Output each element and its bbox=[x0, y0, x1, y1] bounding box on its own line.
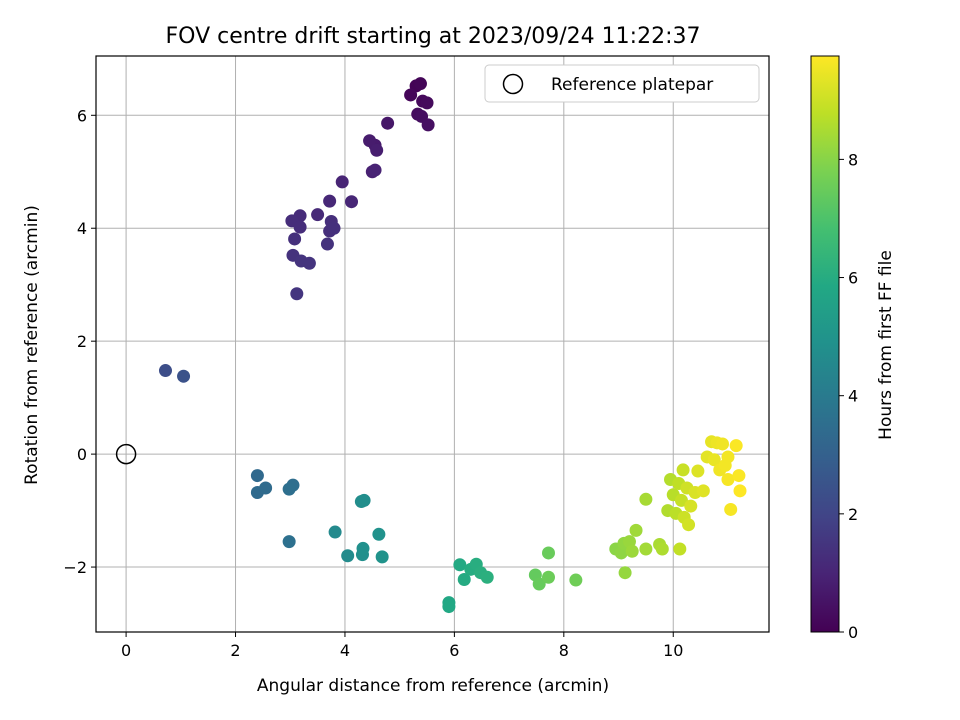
data-point bbox=[381, 116, 395, 130]
data-point bbox=[715, 437, 729, 451]
y-axis-label: Rotation from reference (arcmin) bbox=[22, 205, 42, 485]
legend-marker bbox=[502, 73, 524, 95]
reference-marker bbox=[115, 443, 137, 465]
data-point bbox=[177, 369, 191, 383]
data-point bbox=[404, 88, 418, 102]
data-point bbox=[311, 208, 325, 222]
data-point bbox=[290, 287, 304, 301]
data-point bbox=[684, 499, 698, 513]
data-point bbox=[420, 96, 434, 110]
y-tick-label: 0 bbox=[77, 445, 87, 464]
data-point bbox=[345, 195, 359, 209]
data-point bbox=[541, 570, 555, 584]
x-tick-label: 4 bbox=[340, 641, 350, 660]
data-point bbox=[375, 550, 389, 564]
data-point bbox=[363, 134, 377, 148]
legend-label: Reference platepar bbox=[551, 75, 713, 95]
plot-area bbox=[95, 55, 770, 633]
data-point bbox=[323, 194, 337, 208]
data-point bbox=[453, 558, 467, 572]
data-point bbox=[335, 175, 349, 189]
data-point bbox=[288, 232, 302, 246]
colorbar-gradient bbox=[810, 55, 840, 633]
y-tick-label: 6 bbox=[77, 106, 87, 125]
data-point bbox=[532, 577, 546, 591]
data-point bbox=[413, 77, 427, 91]
data-point bbox=[674, 493, 688, 507]
colorbar-tick-label: 2 bbox=[848, 505, 858, 524]
data-point bbox=[721, 450, 735, 464]
data-point bbox=[442, 600, 456, 614]
data-point bbox=[696, 484, 710, 498]
data-point bbox=[691, 464, 705, 478]
data-point bbox=[629, 523, 643, 537]
data-point bbox=[673, 542, 687, 556]
y-axis-ticks: −2 0 2 4 6 bbox=[63, 106, 96, 577]
colorbar-label: Hours from first FF file bbox=[876, 250, 896, 440]
data-point bbox=[368, 163, 382, 177]
colorbar-tick-label: 4 bbox=[848, 387, 858, 406]
data-point bbox=[733, 484, 747, 498]
grid-lines bbox=[96, 56, 769, 632]
y-tick-label: −2 bbox=[63, 558, 87, 577]
data-point bbox=[327, 221, 341, 235]
data-point bbox=[676, 463, 690, 477]
x-tick-label: 0 bbox=[121, 641, 131, 660]
x-tick-label: 10 bbox=[663, 641, 683, 660]
data-point bbox=[729, 439, 743, 453]
data-point bbox=[724, 502, 738, 516]
x-tick-label: 2 bbox=[230, 641, 240, 660]
data-point bbox=[639, 542, 653, 556]
colorbar: 0 2 4 6 8 Hours from first FF file bbox=[810, 55, 896, 642]
x-axis-label: Angular distance from reference (arcmin) bbox=[257, 676, 609, 696]
data-point bbox=[480, 570, 494, 584]
data-point bbox=[328, 525, 342, 539]
data-point bbox=[282, 535, 296, 549]
colorbar-tick-label: 8 bbox=[848, 150, 858, 169]
colorbar-tick-label: 0 bbox=[848, 623, 858, 642]
data-point bbox=[457, 572, 471, 586]
data-point bbox=[569, 573, 583, 587]
data-point bbox=[158, 364, 172, 378]
data-point bbox=[370, 143, 384, 157]
x-tick-label: 8 bbox=[559, 641, 569, 660]
x-tick-label: 6 bbox=[449, 641, 459, 660]
chart-title: FOV centre drift starting at 2023/09/24 … bbox=[166, 24, 701, 49]
y-tick-label: 4 bbox=[77, 219, 87, 238]
data-point bbox=[356, 541, 370, 555]
data-point bbox=[721, 473, 735, 487]
data-point bbox=[707, 453, 721, 467]
data-point bbox=[639, 492, 653, 506]
legend: Reference platepar bbox=[484, 64, 760, 103]
data-point bbox=[341, 549, 355, 563]
data-point bbox=[732, 469, 746, 483]
x-axis-ticks: 0 2 4 6 8 10 bbox=[121, 632, 683, 660]
data-point bbox=[625, 544, 639, 558]
colorbar-ticks: 0 2 4 6 8 bbox=[839, 150, 858, 642]
data-point bbox=[541, 546, 555, 560]
plot-frame bbox=[95, 55, 770, 633]
data-point bbox=[282, 482, 296, 496]
y-tick-label: 2 bbox=[77, 332, 87, 351]
data-point bbox=[682, 518, 696, 532]
data-point bbox=[320, 237, 334, 251]
colorbar-tick-label: 6 bbox=[848, 269, 858, 288]
data-point bbox=[357, 493, 371, 507]
data-point bbox=[372, 527, 386, 541]
data-point bbox=[655, 542, 669, 556]
data-point bbox=[250, 469, 264, 483]
data-point bbox=[302, 256, 316, 270]
legend-box bbox=[484, 64, 760, 103]
data-point bbox=[259, 481, 273, 495]
data-point bbox=[293, 220, 307, 234]
data-point bbox=[618, 566, 632, 580]
data-point bbox=[421, 118, 435, 132]
data-points bbox=[158, 77, 747, 614]
